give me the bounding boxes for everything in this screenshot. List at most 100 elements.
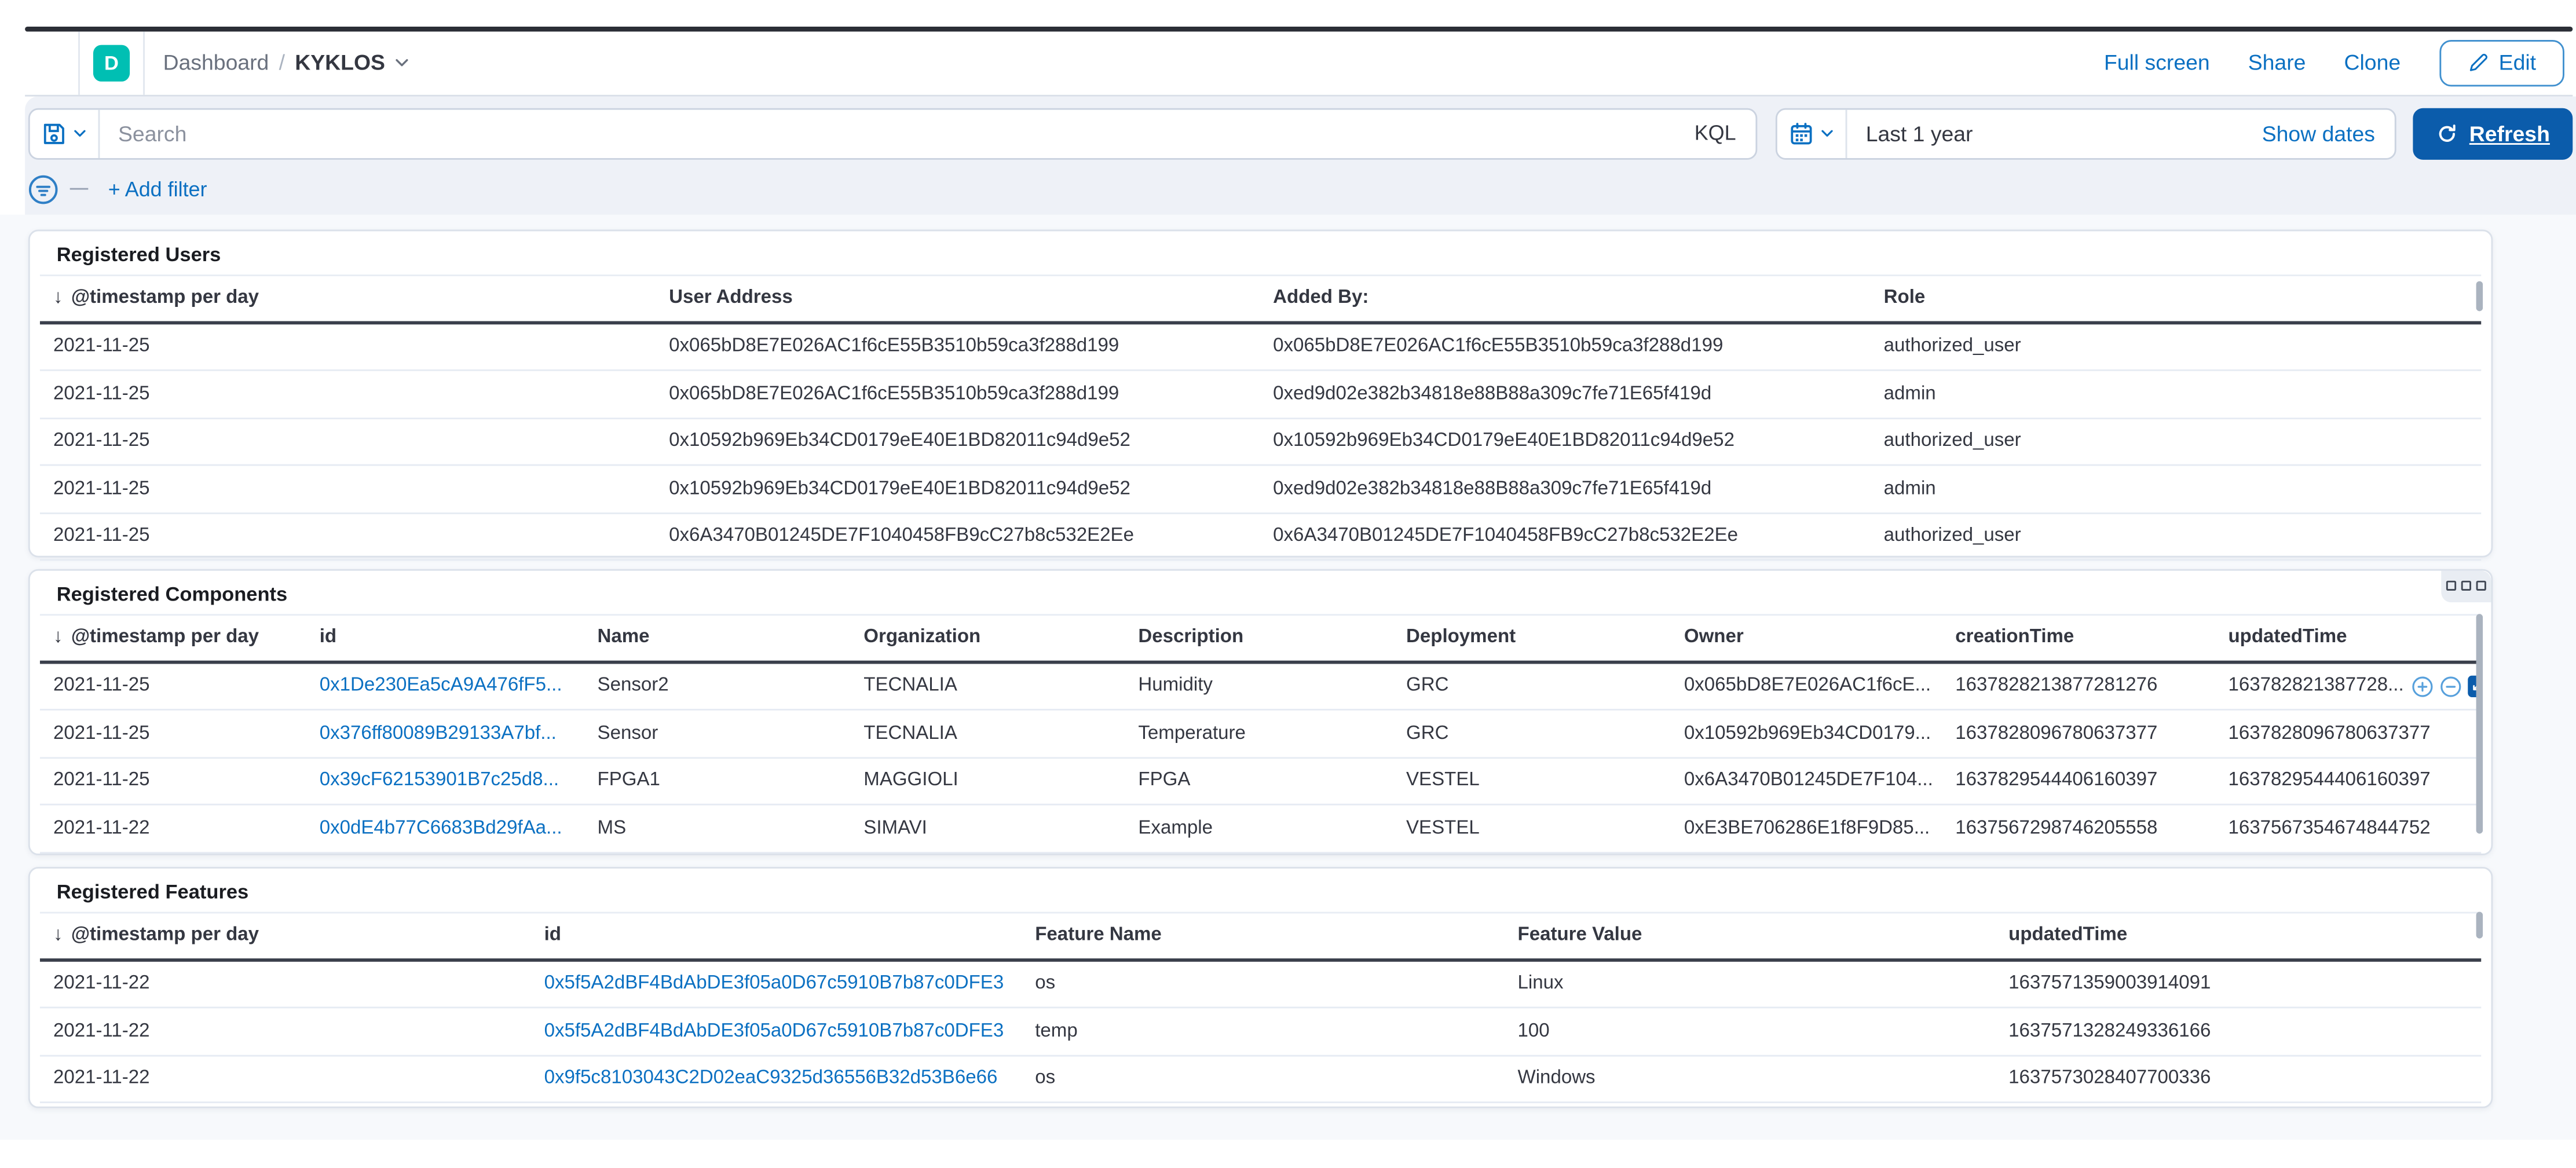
- show-dates-button[interactable]: Show dates: [2262, 120, 2375, 146]
- magnify-minus-icon[interactable]: [2439, 675, 2461, 697]
- panel-scrollbar[interactable]: [2475, 911, 2483, 939]
- table-cell: 2021-11-25: [40, 336, 656, 356]
- panel-options-icon[interactable]: [2441, 570, 2491, 602]
- table-cell: authorized_user: [1871, 431, 2482, 451]
- table-cell-link[interactable]: 0x1De230Ea5cA9A476fF5...: [306, 676, 584, 695]
- cell-value: 0x5f5A2dBF4BdAbDE3f05a0D67c5910B7b87c0DF…: [544, 973, 1004, 994]
- dashboard-app-logo[interactable]: D: [93, 44, 130, 81]
- table-row: 2021-11-25 0x39cF62153901B7c25d8... FPGA1 M…: [39, 758, 2482, 805]
- chevron-down-icon[interactable]: [393, 53, 412, 72]
- column-header[interactable]: Description: [1125, 627, 1393, 647]
- table-cell: GRC: [1393, 723, 1671, 743]
- panel-title: Registered Components: [56, 581, 288, 605]
- column-header[interactable]: Owner: [1671, 627, 1942, 647]
- magnify-plus-icon[interactable]: [2410, 675, 2433, 697]
- column-header-label: id: [544, 925, 562, 946]
- table-cell: 2021-11-25: [40, 526, 656, 546]
- column-header[interactable]: id: [531, 925, 1022, 945]
- saved-query-menu-button[interactable]: [30, 109, 100, 158]
- cell-value: admin: [1883, 478, 1936, 499]
- column-header[interactable]: ↓ @timestamp per day: [40, 627, 306, 647]
- column-header[interactable]: updatedTime: [1995, 925, 2481, 945]
- cell-value: temp: [1035, 1021, 1078, 1042]
- table-cell-link[interactable]: 0x5f5A2dBF4BdAbDE3f05a0D67c5910B7b87c0DF…: [531, 974, 1022, 994]
- date-quick-select-button[interactable]: [1777, 109, 1848, 158]
- full-screen-button[interactable]: Full screen: [2103, 50, 2210, 75]
- cell-value: 0x10592b969Eb34CD0179eE40E1BD82011c94d9e…: [1273, 431, 1735, 452]
- column-header-label: Owner: [1684, 627, 1744, 647]
- column-header[interactable]: ↓ @timestamp per day: [40, 288, 656, 307]
- filter-circle-icon[interactable]: [28, 174, 58, 204]
- sort-desc-icon: ↓: [53, 288, 63, 308]
- cell-value: authorized_user: [1883, 431, 2021, 452]
- table-cell: 2021-11-22: [40, 1068, 531, 1088]
- time-range-value[interactable]: Last 1 year: [1865, 120, 1973, 146]
- table-cell: authorized_user: [1871, 526, 2482, 546]
- table-cell: 0xed9d02e382b34818e88B88a309c7fe71E65f41…: [1260, 384, 1871, 404]
- table-cell-link[interactable]: 0x0dE4b77C6683Bd29fAa...: [306, 818, 584, 838]
- table-row: 2021-11-25 0x376ff80089B29133A7bf... Senso…: [39, 711, 2482, 758]
- query-language-badge[interactable]: KQL: [1694, 121, 1736, 145]
- column-header[interactable]: Feature Name: [1022, 925, 1504, 945]
- share-button[interactable]: Share: [2248, 50, 2306, 75]
- column-header[interactable]: Feature Value: [1505, 925, 1996, 945]
- column-header-label: Feature Value: [1517, 925, 1642, 946]
- table-cell: 0x10592b969Eb34CD0179eE40E1BD82011c94d9e…: [656, 479, 1260, 499]
- cell-value: TECNALIA: [863, 676, 957, 696]
- clone-button[interactable]: Clone: [2344, 50, 2401, 75]
- cell-value: os: [1035, 1068, 1056, 1089]
- edit-button[interactable]: Edit: [2439, 39, 2564, 86]
- cell-value: 0x6A3470B01245DE7F1040458FB9cC27b8c532E2…: [1273, 526, 1739, 547]
- search-input[interactable]: [100, 120, 1675, 146]
- header-actions: Full screen Share Clone Edit: [2104, 39, 2573, 86]
- table-cell: Sensor2: [584, 676, 851, 695]
- column-header[interactable]: Name: [584, 627, 851, 647]
- column-header[interactable]: updatedTime: [2215, 627, 2481, 647]
- refresh-icon: [2436, 122, 2457, 144]
- menu-hamburger-icon[interactable]: [36, 52, 65, 73]
- cell-value: 2021-11-25: [53, 676, 150, 696]
- cell-value: 0x065bD8E7E026AC1f6cE...: [1684, 676, 1931, 696]
- cell-value: Sensor: [597, 723, 658, 744]
- cell-value: admin: [1883, 384, 1936, 404]
- table-cell-link[interactable]: 0x39cF62153901B7c25d8...: [306, 771, 584, 790]
- cell-value: Sensor2: [597, 676, 669, 696]
- pencil-icon: [2467, 52, 2489, 73]
- column-header[interactable]: creationTime: [1942, 627, 2215, 647]
- column-header[interactable]: Added By:: [1260, 288, 1871, 307]
- cell-value: 1637567354674844752: [2228, 818, 2431, 839]
- table-body: 2021-11-22 0x5f5A2dBF4BdAbDE3f05a0D67c591…: [39, 961, 2482, 1104]
- cell-value: 0x6A3470B01245DE7F1040458FB9cC27b8c532E2…: [669, 526, 1134, 547]
- cell-value: MAGGIOLI: [863, 771, 958, 791]
- table-cell: TECNALIA: [850, 676, 1125, 695]
- column-header[interactable]: ↓ @timestamp per day: [40, 925, 531, 945]
- column-header[interactable]: Deployment: [1393, 627, 1671, 647]
- column-header[interactable]: id: [306, 627, 584, 647]
- table-cell-link[interactable]: 0x376ff80089B29133A7bf...: [306, 723, 584, 743]
- add-filter-button[interactable]: + Add filter: [108, 177, 207, 201]
- table-cell: 1637571328249336166: [1995, 1021, 2481, 1041]
- table-cell: 0x10592b969Eb34CD0179...: [1671, 723, 1942, 743]
- table-cell: 1637828096780637377: [1942, 723, 2215, 743]
- cell-value: 2021-11-25: [53, 431, 150, 452]
- table-header-row: ↓ @timestamp per day User Address Added By:…: [39, 273, 2482, 324]
- table-row: 2021-11-25 0x065bD8E7E026AC1f6cE55B3510b5…: [39, 371, 2482, 419]
- refresh-button[interactable]: Refresh: [2413, 107, 2573, 159]
- column-header[interactable]: Organization: [850, 627, 1125, 647]
- cell-value: Example: [1138, 818, 1213, 839]
- cell-value: FPGA: [1138, 771, 1191, 791]
- breadcrumb-dashboard[interactable]: Dashboard: [163, 50, 269, 75]
- cell-value: 0x376ff80089B29133A7bf...: [319, 723, 557, 744]
- cell-value: 0xE3BE706286E1f8F9D85...: [1684, 818, 1930, 839]
- cell-value: 0x065bD8E7E026AC1f6cE55B3510b59ca3f288d1…: [669, 384, 1119, 404]
- cell-value: 2021-11-25: [53, 336, 150, 357]
- column-header-label: @timestamp per day: [71, 288, 259, 308]
- cell-value: 100: [1517, 1021, 1550, 1042]
- panel-scrollbar[interactable]: [2475, 281, 2483, 312]
- column-header[interactable]: User Address: [656, 288, 1260, 307]
- table-cell-link[interactable]: 0x9f5c8103043C2D02eaC9325d36556B32d53B6e…: [531, 1068, 1022, 1088]
- table-cell-link[interactable]: 0x5f5A2dBF4BdAbDE3f05a0D67c5910B7b87c0DF…: [531, 1021, 1022, 1041]
- cell-value: 1637571359003914091: [2008, 973, 2211, 994]
- column-header[interactable]: Role: [1871, 288, 2482, 307]
- panel-scrollbar[interactable]: [2475, 614, 2483, 834]
